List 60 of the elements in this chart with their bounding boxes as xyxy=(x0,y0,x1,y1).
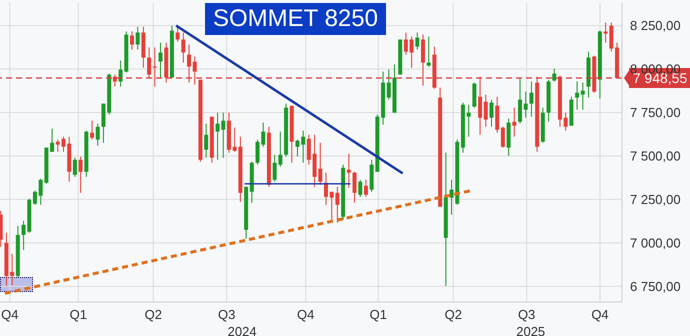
y-tick-label: 7 000,00 xyxy=(630,236,681,251)
candlestick xyxy=(204,123,208,158)
x2-tick-label: 2024 xyxy=(228,324,257,336)
candlestick xyxy=(221,112,226,158)
candlestick xyxy=(90,120,94,140)
candlestick xyxy=(415,32,420,50)
x-tick-label: Q3 xyxy=(218,307,236,322)
x-tick-label: Q4 xyxy=(297,307,314,322)
y-tick-label: 8 250,00 xyxy=(630,18,681,34)
x-tick-label: Q2 xyxy=(444,307,462,322)
candlestick xyxy=(118,60,123,88)
candlestick xyxy=(472,82,476,108)
candlestick xyxy=(158,42,163,78)
candlestick xyxy=(421,34,426,86)
x-tick-label: Q1 xyxy=(370,307,387,322)
y-tick-label: 7 500,00 xyxy=(630,148,681,164)
candlestick xyxy=(278,131,282,168)
candlestick xyxy=(96,123,100,146)
x-tick-label: Q3 xyxy=(518,307,536,322)
x-tick-label: Q4 xyxy=(591,307,609,322)
candlestick xyxy=(364,179,368,198)
candlestick xyxy=(358,179,362,198)
candlestick xyxy=(552,68,556,82)
candlestick xyxy=(346,153,351,188)
candlestick xyxy=(529,81,534,118)
candlestick xyxy=(176,27,180,42)
candlestick xyxy=(22,220,26,250)
candlestick xyxy=(489,99,494,128)
candlestick xyxy=(136,26,140,50)
x-tick-label: Q1 xyxy=(70,307,87,322)
y-tick-label: 7 750,00 xyxy=(630,105,681,120)
candlestick xyxy=(130,31,134,50)
x-tick-label: Q2 xyxy=(144,307,162,322)
candlestick xyxy=(426,36,431,68)
candlestick xyxy=(181,32,186,64)
candlestick xyxy=(495,96,500,134)
chart-title: SOMMET 8250 xyxy=(205,3,386,35)
candlestick xyxy=(72,157,77,178)
candlestick xyxy=(352,171,357,204)
candlestick xyxy=(187,44,192,84)
candlestick xyxy=(192,56,197,86)
candlestick xyxy=(575,81,580,110)
x-tick-label: Q4 xyxy=(1,307,18,322)
x2-tick-label: 2025 xyxy=(516,324,546,336)
candlestick xyxy=(478,76,482,136)
candlestick xyxy=(318,142,322,186)
candlestick xyxy=(272,154,277,182)
candlestick xyxy=(152,47,157,88)
candlestick xyxy=(484,94,488,128)
y-tick-label: 6 750,00 xyxy=(630,278,681,294)
candlestick xyxy=(500,126,505,148)
candlestick xyxy=(335,186,340,224)
candlestick xyxy=(580,82,585,110)
candlestick xyxy=(216,112,220,160)
candlestick xyxy=(147,47,152,78)
candlestick xyxy=(512,107,516,138)
candlestick xyxy=(112,74,117,88)
y-tick-label: 7 250,00 xyxy=(630,192,681,208)
candlestick xyxy=(604,22,608,44)
candlestick xyxy=(78,156,83,194)
